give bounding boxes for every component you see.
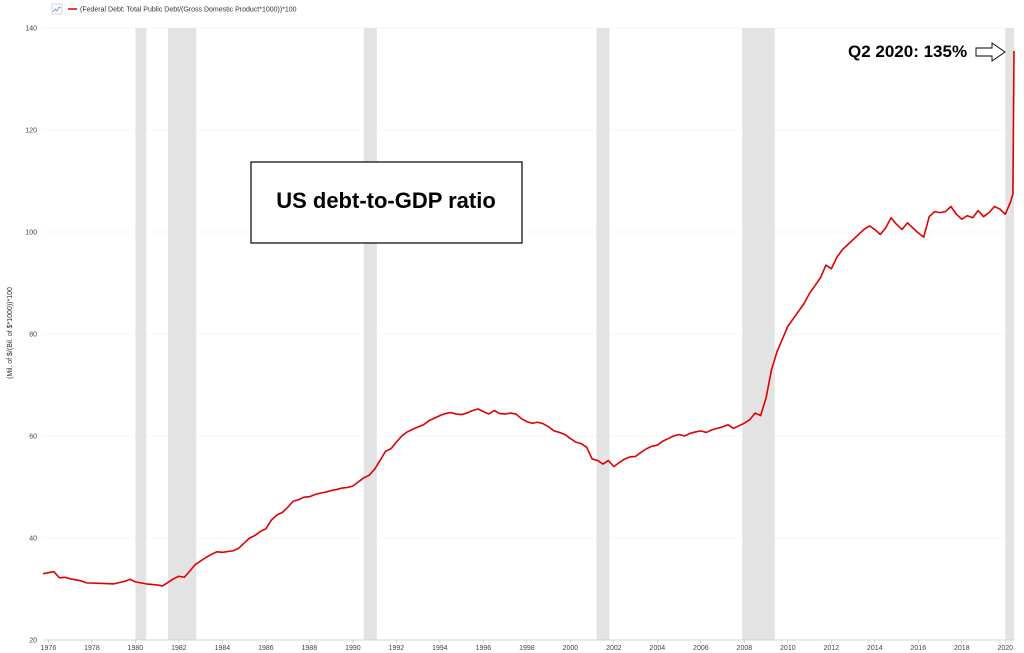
x-tick-label: 2020 [998,645,1014,652]
x-tick-label: 1988 [302,645,318,652]
y-tick-label: 40 [29,536,37,543]
x-tick-label: 2010 [780,645,796,652]
recession-band [363,28,377,640]
y-tick-label: 100 [25,230,37,237]
x-tick-label: 2014 [867,645,883,652]
x-tick-label: 1986 [258,645,274,652]
chart-logo-icon [51,3,63,15]
arrow-right-icon [975,42,1006,62]
x-tick-label: 1976 [41,645,57,652]
x-axis-ticks: 1976 1978 1980 1982 1984 1986 1988 1990 1992 1994… [41,640,1014,652]
y-tick-label: 60 [29,434,37,441]
y-tick-label: 80 [29,332,37,339]
x-tick-label: 1984 [215,645,231,652]
x-tick-label: 1982 [171,645,187,652]
legend: (Federal Debt: Total Public Debt/(Gross … [51,3,297,15]
series-line [42,50,1015,587]
y-axis-ticks: 20 40 60 80 100 120 140 [25,26,37,645]
gridlines [43,27,1014,641]
x-tick-label: 2008 [737,645,753,652]
x-tick-label: 2006 [693,645,709,652]
x-tick-label: 1996 [476,645,492,652]
x-tick-label: 2000 [563,645,579,652]
recession-band [1005,28,1014,640]
x-tick-label: 2002 [606,645,622,652]
x-tick-label: 1990 [345,645,361,652]
x-tick-label: 1978 [84,645,100,652]
callout: Q2 2020: 135% [848,42,1006,62]
legend-label: (Federal Debt: Total Public Debt/(Gross … [80,7,297,14]
x-tick-label: 1994 [432,645,448,652]
y-tick-label: 140 [25,26,37,33]
series-group [42,50,1015,587]
chart-title: US debt-to-GDP ratio [276,188,496,213]
x-tick-label: 1998 [519,645,535,652]
recession-band [596,28,610,640]
title-box: US debt-to-GDP ratio [250,161,523,244]
y-tick-label: 120 [25,128,37,135]
callout-label: Q2 2020: 135% [848,42,967,61]
x-tick-label: 1992 [389,645,405,652]
x-tick-label: 2012 [824,645,840,652]
x-tick-label: 2016 [911,645,927,652]
x-tick-label: 2004 [650,645,666,652]
x-tick-label: 2018 [954,645,970,652]
y-tick-label: 20 [29,638,37,645]
y-axis-title: (Mil. of $/(Bil. of $*1000))*100 [7,287,14,379]
x-tick-label: 1980 [128,645,144,652]
